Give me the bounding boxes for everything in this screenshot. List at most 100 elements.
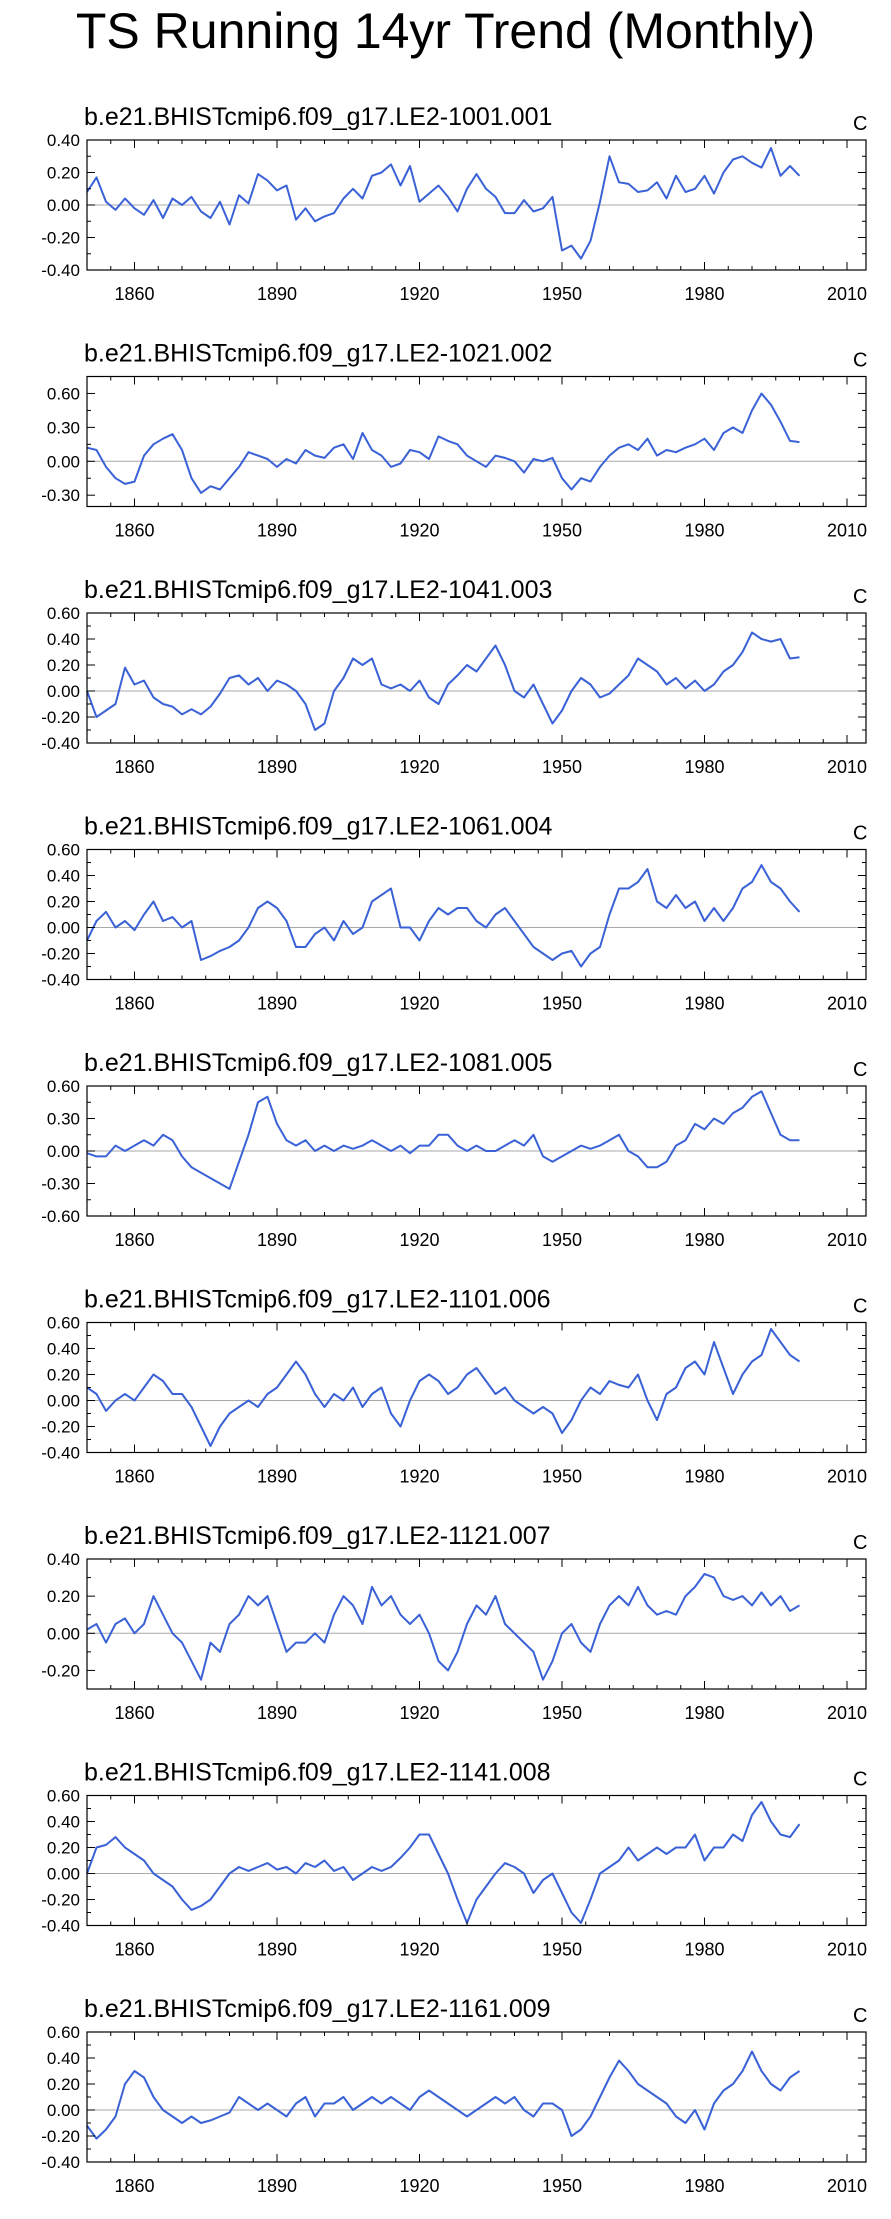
units-label: C	[853, 1059, 867, 1081]
units-label: C	[853, 113, 867, 135]
y-tick-label: 0.00	[47, 682, 80, 701]
plot-frame	[86, 1794, 867, 1927]
series-line	[86, 147, 801, 260]
x-tick-label: 1980	[684, 284, 724, 304]
chart-panel: b.e21.BHISTcmip6.f09_g17.LE2-1141.008 C 18…	[41, 1759, 867, 1960]
chart-title: b.e21.BHISTcmip6.f09_g17.LE2-1021.002	[84, 340, 552, 368]
y-tick-label: -0.40	[41, 971, 80, 990]
y-tick-label: -0.40	[41, 1444, 80, 1463]
x-tick-label: 1860	[114, 521, 154, 541]
x-tick-label: 1860	[114, 1703, 154, 1723]
x-tick-label: 1890	[257, 284, 297, 304]
y-tick-label: -0.20	[41, 2127, 80, 2146]
y-tick-label: -0.20	[41, 708, 80, 727]
x-tick-label: 2010	[827, 994, 867, 1014]
x-tick-label: 1890	[257, 2176, 297, 2196]
chart-panel: b.e21.BHISTcmip6.f09_g17.LE2-1081.005 C 18…	[41, 1049, 867, 1250]
x-tick-label: 1920	[399, 1940, 439, 1960]
y-tick-label: 0.40	[47, 1340, 80, 1359]
x-tick-label: 2010	[827, 757, 867, 777]
x-tick-label: 1980	[684, 1230, 724, 1250]
page-title: TS Running 14yr Trend (Monthly)	[75, 3, 816, 59]
y-tick-label: 0.00	[47, 452, 80, 471]
x-tick-label: 1860	[114, 1230, 154, 1250]
x-tick-label: 1950	[542, 1230, 582, 1250]
chart-title: b.e21.BHISTcmip6.f09_g17.LE2-1121.007	[84, 1522, 551, 1550]
chart-title: b.e21.BHISTcmip6.f09_g17.LE2-1101.006	[84, 1286, 551, 1314]
x-tick-label: 1950	[542, 994, 582, 1014]
y-tick-label: 0.60	[47, 384, 80, 403]
chart-title: b.e21.BHISTcmip6.f09_g17.LE2-1081.005	[84, 1049, 552, 1077]
series-line	[86, 631, 800, 731]
x-tick-label: 1920	[399, 1230, 439, 1250]
x-tick-label: 1950	[542, 284, 582, 304]
y-tick-label: 0.00	[47, 919, 80, 938]
y-tick-label: -0.60	[41, 1207, 80, 1226]
x-tick-label: 1980	[684, 757, 724, 777]
x-tick-label: 1860	[114, 757, 154, 777]
y-tick-label: 0.40	[47, 630, 80, 649]
units-label: C	[853, 823, 867, 845]
x-tick-label: 1920	[399, 1703, 439, 1723]
y-tick-label: 0.20	[47, 656, 80, 675]
y-tick-label: -0.30	[41, 1175, 80, 1194]
x-tick-label: 1920	[399, 2176, 439, 2196]
chart-title: b.e21.BHISTcmip6.f09_g17.LE2-1141.008	[84, 1759, 551, 1787]
y-tick-label: 0.00	[47, 1142, 80, 1161]
y-tick-label: 0.00	[47, 1865, 80, 1884]
plot-frame	[86, 2031, 867, 2163]
chart-title: b.e21.BHISTcmip6.f09_g17.LE2-1001.001	[84, 103, 552, 131]
x-tick-label: 1950	[542, 1940, 582, 1960]
y-tick-label: -0.40	[41, 1917, 80, 1936]
y-tick-label: -0.20	[41, 1661, 80, 1680]
x-tick-label: 1980	[684, 1467, 724, 1487]
y-tick-label: 0.30	[47, 1110, 80, 1129]
y-tick-label: 0.40	[47, 1813, 80, 1832]
chart-title: b.e21.BHISTcmip6.f09_g17.LE2-1041.003	[84, 576, 552, 604]
y-tick-label: 0.20	[47, 1587, 80, 1606]
x-tick-label: 1950	[542, 1467, 582, 1487]
x-tick-label: 2010	[827, 1467, 867, 1487]
chart-panel: b.e21.BHISTcmip6.f09_g17.LE2-1041.003 C 18…	[41, 576, 867, 777]
x-tick-label: 1920	[399, 994, 439, 1014]
series-line	[86, 1572, 801, 1681]
x-tick-label: 2010	[827, 2176, 867, 2196]
y-tick-label: 0.60	[47, 2023, 80, 2042]
x-tick-label: 1860	[114, 1940, 154, 1960]
x-tick-label: 1950	[542, 2176, 582, 2196]
chart-title: b.e21.BHISTcmip6.f09_g17.LE2-1161.009	[84, 1995, 551, 2023]
x-tick-label: 1890	[257, 757, 297, 777]
y-tick-label: 0.20	[47, 893, 80, 912]
x-tick-label: 1980	[684, 994, 724, 1014]
x-tick-label: 1980	[684, 2176, 724, 2196]
x-tick-label: 1950	[542, 757, 582, 777]
y-tick-label: -0.20	[41, 229, 80, 248]
x-tick-label: 1890	[257, 521, 297, 541]
x-tick-label: 1920	[399, 284, 439, 304]
x-tick-label: 2010	[827, 284, 867, 304]
x-tick-label: 1890	[257, 1940, 297, 1960]
y-tick-label: 0.40	[47, 2049, 80, 2068]
y-tick-label: 0.60	[47, 1314, 80, 1333]
plot-frame	[86, 612, 867, 744]
chart-panel: b.e21.BHISTcmip6.f09_g17.LE2-1161.009 C 18…	[41, 1995, 867, 2196]
y-tick-label: 0.40	[47, 131, 80, 150]
x-tick-label: 1860	[114, 1467, 154, 1487]
x-tick-label: 1980	[684, 1703, 724, 1723]
chart-panel: b.e21.BHISTcmip6.f09_g17.LE2-1061.004 C 18…	[41, 813, 867, 1014]
y-tick-label: 0.20	[47, 2075, 80, 2094]
units-label: C	[853, 1769, 867, 1791]
y-tick-label: 0.00	[47, 196, 80, 215]
y-tick-label: 0.60	[47, 841, 80, 860]
x-tick-label: 1860	[114, 994, 154, 1014]
y-tick-label: -0.20	[41, 945, 80, 964]
y-tick-label: 0.20	[47, 1839, 80, 1858]
y-tick-label: -0.40	[41, 2153, 80, 2172]
x-tick-label: 1920	[399, 521, 439, 541]
x-tick-label: 1860	[114, 284, 154, 304]
y-tick-label: 0.60	[47, 604, 80, 623]
chart-panel: b.e21.BHISTcmip6.f09_g17.LE2-1121.007 C 18…	[41, 1522, 867, 1723]
y-tick-label: -0.20	[41, 1418, 80, 1437]
x-tick-label: 1890	[257, 1703, 297, 1723]
y-tick-label: 0.40	[47, 1550, 80, 1569]
